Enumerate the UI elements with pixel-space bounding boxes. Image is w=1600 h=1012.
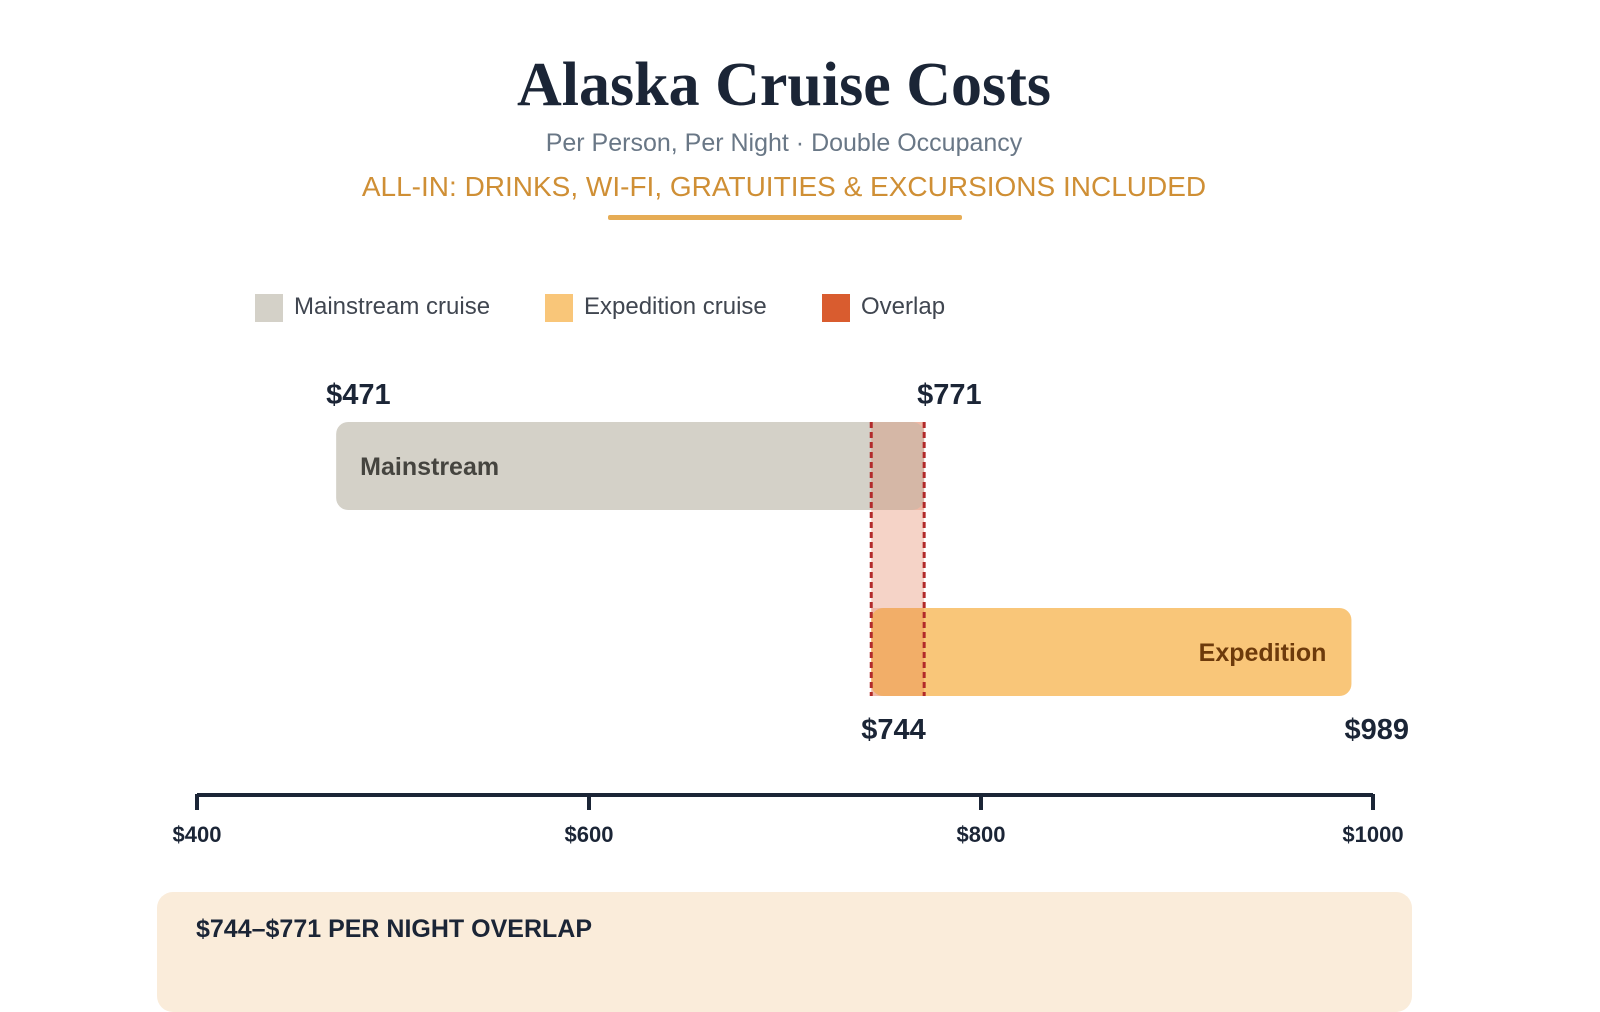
range-chart: Mainstream $471 $771 Expedition $744 $989 $400… xyxy=(173,379,1409,847)
value-label-mainstream-low: $471 xyxy=(326,379,391,411)
legend-swatch-mainstream xyxy=(255,294,283,322)
title-divider xyxy=(608,215,962,220)
legend-label-expedition: Expedition cruise xyxy=(584,293,767,320)
chart-tagline: ALL-IN: DRINKS, WI-FI, GRATUITIES & EXCU… xyxy=(361,171,1207,202)
legend-swatch-overlap xyxy=(822,294,850,322)
x-tick-label: $800 xyxy=(957,822,1006,847)
range-bar-mainstream xyxy=(336,422,925,510)
bar-label-mainstream: Mainstream xyxy=(360,453,499,481)
legend-label-overlap: Overlap xyxy=(861,293,946,320)
range-bar-expedition xyxy=(871,608,1352,696)
overlap-callout-text: $744–$771 PER NIGHT OVERLAP xyxy=(196,915,592,943)
chart-title: Alaska Cruise Costs xyxy=(517,51,1051,119)
legend-label-mainstream: Mainstream cruise xyxy=(294,293,491,320)
value-label-expedition-low: $744 xyxy=(861,714,926,746)
overlap-callout: $744–$771 PER NIGHT OVERLAP xyxy=(157,892,1412,1012)
chart-subtitle: Per Person, Per Night · Double Occupancy xyxy=(545,129,1023,157)
bar-label-expedition: Expedition xyxy=(1199,639,1327,667)
overlap-segment-mainstream xyxy=(871,422,925,510)
x-tick-label: $400 xyxy=(173,822,222,847)
value-label-mainstream-high: $771 xyxy=(917,379,982,411)
value-label-expedition-high: $989 xyxy=(1344,714,1409,746)
x-tick-label: $600 xyxy=(565,822,614,847)
x-tick-label: $1000 xyxy=(1342,822,1403,847)
overlap-segment-expedition xyxy=(871,608,925,696)
legend-swatch-expedition xyxy=(545,294,573,322)
